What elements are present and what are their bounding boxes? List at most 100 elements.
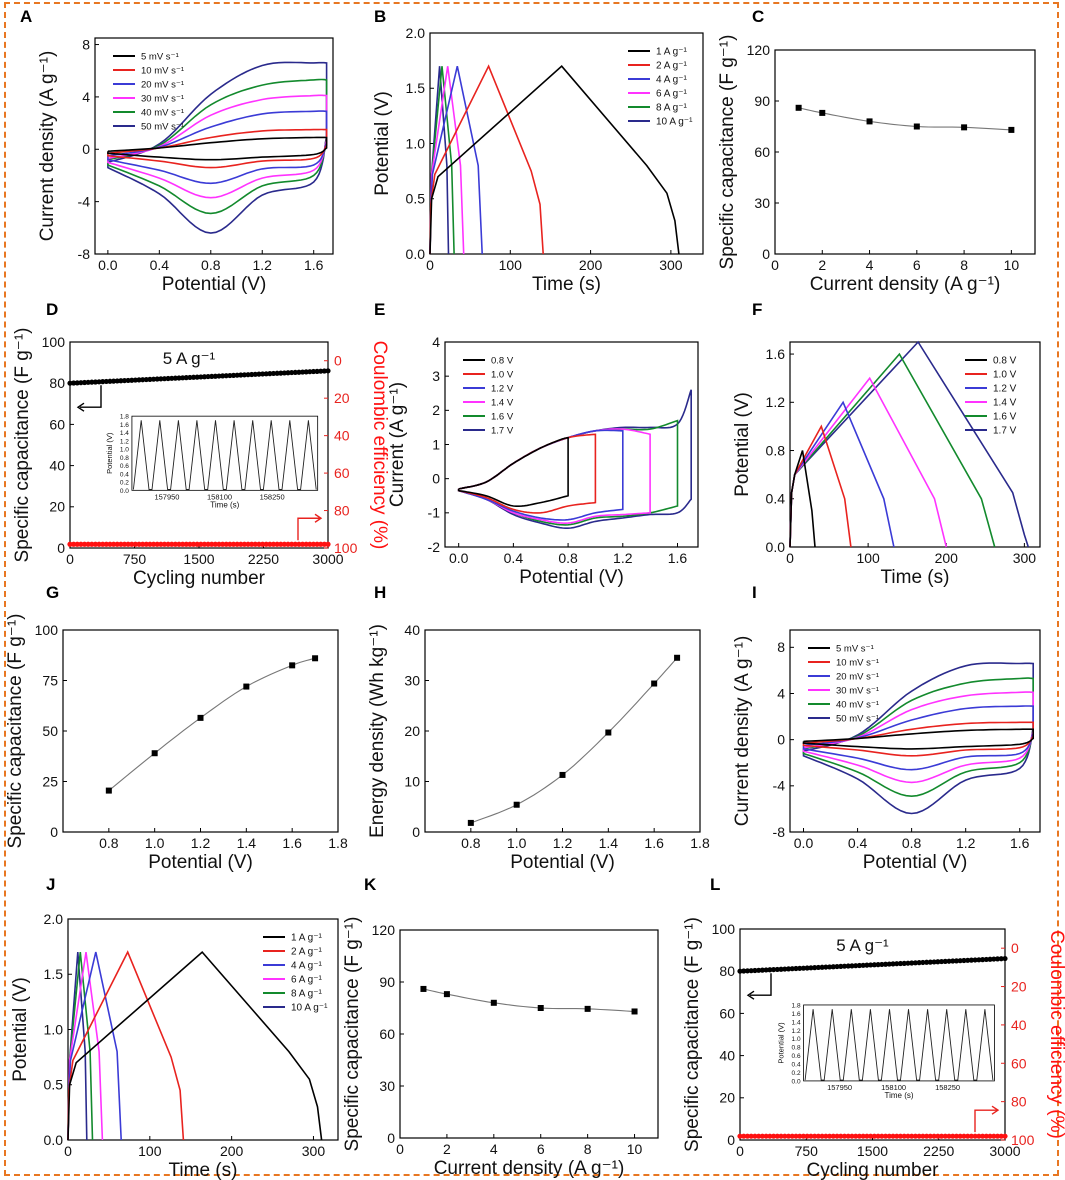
- data-point: [819, 109, 826, 116]
- x-tick-label: 1.6: [644, 835, 664, 851]
- capacitance-point: [756, 967, 762, 973]
- y-axis-label: Potential (V): [732, 392, 753, 497]
- legend-entry: 0.8 V: [491, 355, 514, 366]
- x-tick-label: 4: [490, 1141, 498, 1157]
- x-tick-label: 6: [537, 1141, 545, 1157]
- x-tick-label: 1.2: [253, 257, 273, 273]
- y-tick-label: -1: [428, 505, 441, 521]
- capacitance-point: [826, 964, 833, 970]
- efficiency-point: [826, 1133, 833, 1139]
- y-tick-label: -8: [78, 246, 91, 262]
- plot-frame: [62, 629, 339, 833]
- right-axis-arrow: [974, 1109, 997, 1133]
- gcd-curve: [67, 950, 323, 1141]
- legend-entry: 1.6 V: [491, 411, 514, 422]
- efficiency-point: [267, 541, 273, 547]
- inset-y-label: Potential (V): [777, 1022, 786, 1064]
- efficiency-point: [927, 1133, 933, 1139]
- x-tick-label: 1.6: [304, 257, 324, 273]
- data-point: [537, 1005, 544, 1011]
- legend-entry: 2 A g⁻¹: [656, 61, 688, 72]
- capacitance-point: [808, 965, 814, 971]
- efficiency-point: [161, 541, 168, 547]
- y-tick-label: 0: [387, 1130, 395, 1146]
- legend-entry: 2 A g⁻¹: [291, 947, 323, 958]
- x-tick-label: 3000: [989, 1143, 1020, 1159]
- capacitance-point: [782, 966, 788, 972]
- capacitance-point: [886, 961, 892, 967]
- y-tick-label: 0: [727, 1132, 735, 1148]
- efficiency-point: [100, 541, 106, 547]
- inset-chart: 0.00.20.4 0.60.8 1.01.2 1.41.6 1.8 157950 1581…: [777, 1002, 995, 1100]
- y2-tick-label: 0: [334, 353, 342, 369]
- x-axis-label: Potential (V): [148, 852, 253, 873]
- legend-entry: 40 mV s⁻¹: [836, 699, 879, 710]
- x-tick-label: 0: [771, 257, 779, 273]
- capacitance-point: [946, 958, 952, 964]
- inset-y-tick-label: 0.8: [120, 455, 129, 462]
- capacitance-point: [868, 962, 874, 968]
- efficiency-point: [136, 541, 142, 547]
- y-tick-label: -4: [78, 194, 91, 210]
- panel-i: I 0.0 0.4 0.8 1.2 1.6 -8 -4 0 4 8 Potential (V) Curr…: [732, 583, 1041, 873]
- x-tick-label: 4: [866, 257, 874, 273]
- efficiency-point: [234, 541, 240, 547]
- legend-entry: 50 mV s⁻¹: [141, 121, 184, 132]
- legend-entry: 6 A g⁻¹: [656, 89, 688, 100]
- panel-f: F 0 100 200 300 0.0 0.4 0.8 1.2 1.6 Time (s) Potent…: [732, 300, 1041, 588]
- x-tick-label: 8: [584, 1141, 592, 1157]
- legend-entry: 1 A g⁻¹: [291, 933, 323, 944]
- y-tick-label: 0: [82, 141, 90, 157]
- inset-x-tick-label: 158250: [935, 1083, 960, 1092]
- figure-frame: [4, 2, 1059, 1176]
- inset-frame: [131, 415, 319, 491]
- panel-label: K: [364, 875, 377, 894]
- y-tick-label: -4: [773, 778, 786, 794]
- inset-x-tick-label: 158250: [260, 492, 285, 501]
- x-tick-label: 1.8: [328, 835, 348, 851]
- plot-frame: [399, 929, 659, 1139]
- efficiency-point: [912, 1133, 919, 1139]
- capacitance-point: [953, 958, 960, 964]
- inset-y-tick-label: 1.2: [792, 1028, 801, 1035]
- y2-tick-label: 20: [334, 390, 350, 406]
- capacitance-point: [894, 961, 900, 967]
- efficiency-point: [868, 1133, 874, 1139]
- efficiency-point: [194, 541, 200, 547]
- inset-gcd-curve: [804, 1009, 994, 1081]
- y-tick-label: 1.6: [766, 346, 786, 362]
- capacitance-point: [759, 967, 765, 973]
- inset-frame: [803, 1004, 995, 1082]
- capacitance-point: [789, 966, 795, 972]
- efficiency-point: [785, 1133, 792, 1139]
- capacitance-point: [991, 956, 997, 962]
- gcd-curve: [429, 65, 680, 255]
- cv-curve: [457, 429, 624, 521]
- efficiency-point: [238, 541, 244, 547]
- y-tick-label: 0: [777, 732, 785, 748]
- efficiency-point: [259, 541, 266, 547]
- legend-entry: 20 mV s⁻¹: [836, 671, 879, 682]
- x-tick-label: 3000: [312, 551, 343, 567]
- y-tick-label: 120: [372, 922, 396, 938]
- y-tick-label: 2.0: [44, 911, 64, 927]
- efficiency-point: [92, 541, 99, 547]
- y2-tick-label: 60: [334, 465, 350, 481]
- legend-entry: 20 mV s⁻¹: [141, 79, 184, 90]
- y-tick-label: 60: [719, 1005, 735, 1021]
- efficiency-point: [920, 1133, 926, 1139]
- efficiency-point: [140, 541, 146, 547]
- efficiency-point: [909, 1133, 915, 1139]
- data-point: [490, 999, 497, 1006]
- efficiency-point: [830, 1133, 836, 1139]
- efficiency-point: [942, 1133, 948, 1139]
- capacitance-point: [927, 959, 933, 965]
- y-tick-label: 60: [379, 1026, 395, 1042]
- efficiency-point: [143, 541, 149, 547]
- x-tick-label: 1.2: [956, 835, 976, 851]
- inset-y-tick-label: 1.2: [120, 438, 129, 445]
- data-point: [443, 991, 450, 998]
- left-axis-arrow: [750, 973, 772, 996]
- right-arrow-head: [314, 513, 323, 523]
